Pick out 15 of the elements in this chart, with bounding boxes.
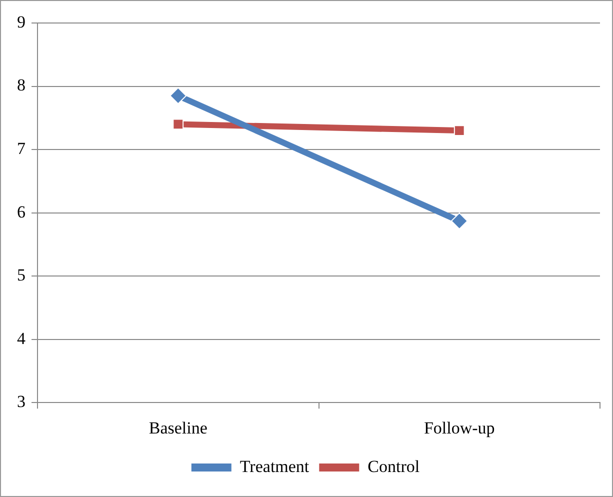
point (454, 125, 465, 136)
legend-label: Control (368, 456, 420, 476)
y-tick-label: 3 (17, 392, 26, 412)
y-tick-label: 7 (17, 139, 26, 158)
legend-label: Treatment (240, 456, 310, 476)
point (172, 118, 184, 130)
y-tick-label: 5 (17, 266, 26, 285)
x-tick-label: Baseline (148, 418, 208, 438)
x-tick-label: Follow-up (424, 418, 495, 438)
y-tick-label: 8 (17, 76, 26, 95)
y-tick-label: 9 (17, 12, 26, 32)
y-tick-label: 6 (17, 202, 26, 222)
y-tick-label: 4 (17, 328, 26, 348)
point (170, 87, 187, 104)
point (450, 212, 468, 230)
